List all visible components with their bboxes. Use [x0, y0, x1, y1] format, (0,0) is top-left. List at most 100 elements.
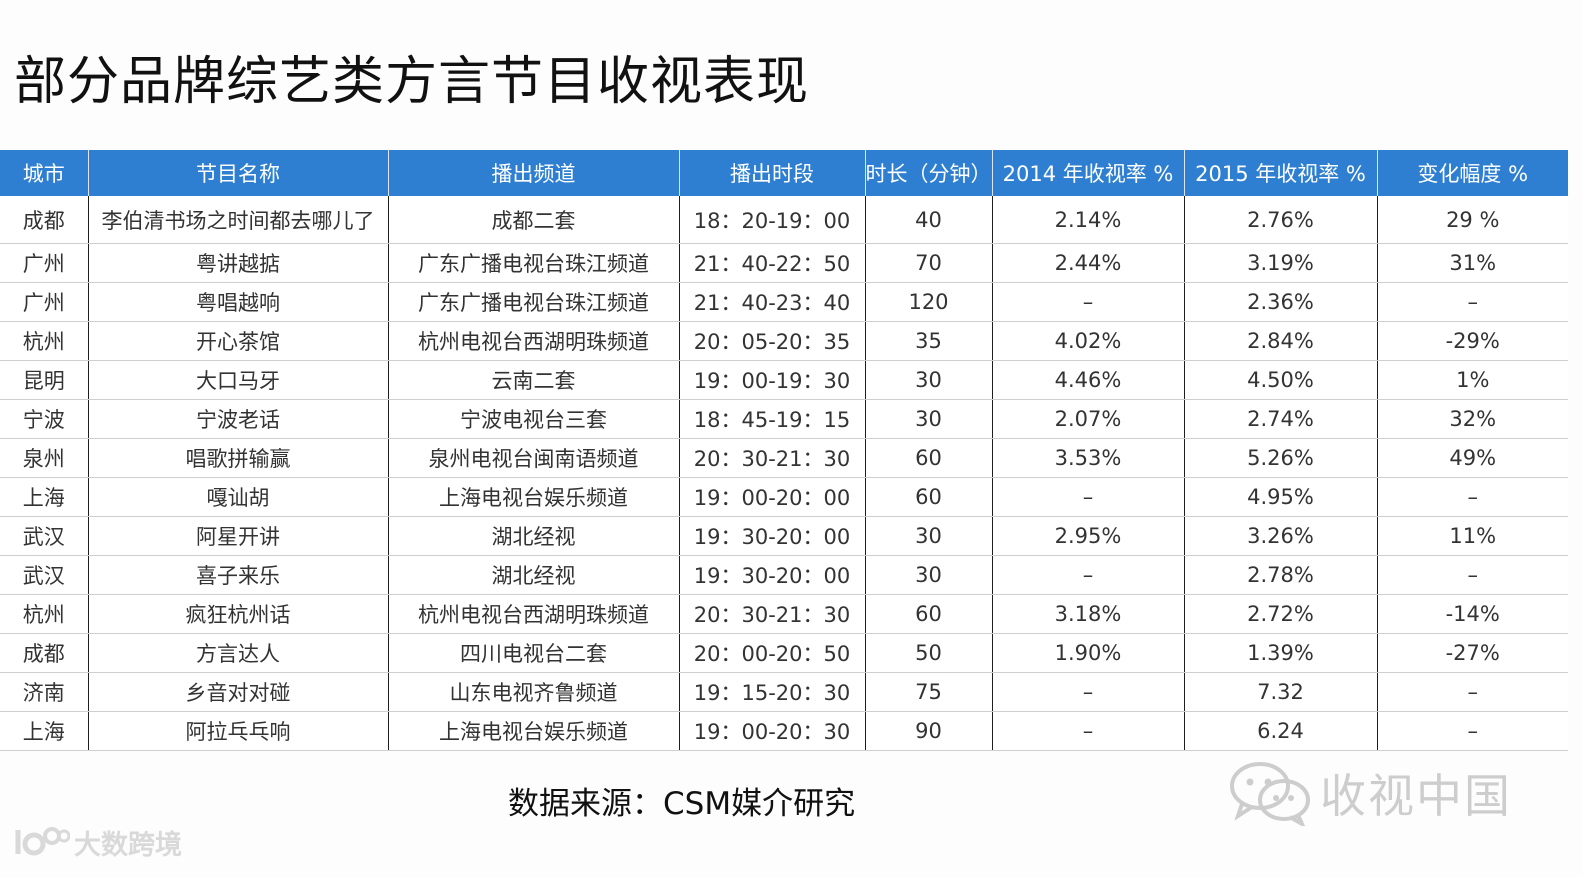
cell-program-name: 喜子来乐 [88, 555, 389, 595]
wechat-icon [1230, 762, 1310, 826]
cell-rating-2015: 4.50% [1184, 360, 1378, 400]
cell-city: 泉州 [0, 438, 89, 478]
cell-duration: 120 [865, 282, 993, 322]
table-row: 广州 粤唱越响 广东广播电视台珠江频道 21：40-23：40 120–2.36% – [0, 282, 1568, 322]
cell-rating-2014: 1.90% [992, 633, 1185, 673]
table-row: 杭州 开心茶馆 杭州电视台西湖明珠频道 20：05-20：35 35 4.02% 2.84%… [0, 321, 1568, 361]
table-row: 宁波 宁波老话 宁波电视台三套 18：45-19：15 30 2.07% 2.74% 32% [0, 399, 1568, 439]
cell-channel: 杭州电视台西湖明珠频道 [388, 321, 680, 361]
cell-time-slot: 19：30-20：00 [679, 555, 866, 595]
cell-channel: 宁波电视台三套 [388, 399, 680, 439]
table-header-row: 城市 节目名称 播出频道 播出时段 时长（分钟） 2014 年收视率 % 201… [0, 150, 1568, 196]
cell-duration: 50 [865, 633, 993, 673]
cell-change: 32% [1377, 399, 1568, 439]
cell-program-name: 阿拉乓乓响 [88, 711, 389, 751]
cell-program-name: 李伯清书场之时间都去哪儿了 [88, 196, 389, 244]
cell-rating-2015: 2.78% [1184, 555, 1378, 595]
cell-rating-2014: 2.44% [992, 243, 1185, 283]
cell-city: 杭州 [0, 594, 89, 634]
cell-city: 济南 [0, 672, 89, 712]
cell-duration: 75 [865, 672, 993, 712]
cell-rating-2015: 6.24 [1184, 711, 1378, 751]
cell-time-slot: 19：00-19：30 [679, 360, 866, 400]
wechat-watermark: 收视中国 [1228, 758, 1528, 828]
cell-rating-2014: – [992, 477, 1185, 517]
cell-time-slot: 19：00-20：00 [679, 477, 866, 517]
wechat-account-name: 收视中国 [1320, 769, 1512, 823]
cell-duration: 90 [865, 711, 993, 751]
ratings-table: 城市 节目名称 播出频道 播出时段 时长（分钟） 2014 年收视率 % 201… [0, 150, 1568, 751]
cell-channel: 杭州电视台西湖明珠频道 [388, 594, 680, 634]
cell-rating-2015: 5.26% [1184, 438, 1378, 478]
cell-channel: 湖北经视 [388, 555, 680, 595]
cell-city: 武汉 [0, 555, 89, 595]
cell-rating-2014: – [992, 555, 1185, 595]
table-row: 武汉 喜子来乐 湖北经视 19：30-20：00 30–2.78% – [0, 555, 1568, 595]
cell-time-slot: 21：40-23：40 [679, 282, 866, 322]
cell-rating-2015: 3.19% [1184, 243, 1378, 283]
cell-rating-2015: 2.72% [1184, 594, 1378, 634]
cell-change: 1% [1377, 360, 1568, 400]
table-row: 上海 嘎讪胡 上海电视台娱乐频道 19：00-20：00 60–4.95% – [0, 477, 1568, 517]
cell-change: – [1377, 672, 1568, 712]
cell-time-slot: 18：45-19：15 [679, 399, 866, 439]
cell-program-name: 粤唱越响 [88, 282, 389, 322]
cell-time-slot: 19：00-20：30 [679, 711, 866, 751]
cell-change: – [1377, 555, 1568, 595]
cell-city: 杭州 [0, 321, 89, 361]
table-row: 武汉 阿星开讲 湖北经视 19：30-20：00 30 2.95% 3.26% 11% [0, 516, 1568, 556]
cell-program-name: 开心茶馆 [88, 321, 389, 361]
cell-change: – [1377, 282, 1568, 322]
cell-program-name: 疯狂杭州话 [88, 594, 389, 634]
ratings-table-container: 城市 节目名称 播出频道 播出时段 时长（分钟） 2014 年收视率 % 201… [0, 150, 1568, 751]
cell-rating-2015: 2.74% [1184, 399, 1378, 439]
cell-city: 成都 [0, 196, 89, 244]
header-program-name: 节目名称 [88, 150, 389, 196]
cell-channel: 广东广播电视台珠江频道 [388, 243, 680, 283]
cell-program-name: 阿星开讲 [88, 516, 389, 556]
cell-city: 广州 [0, 243, 89, 283]
header-city: 城市 [0, 150, 89, 196]
cell-time-slot: 20：30-21：30 [679, 438, 866, 478]
cell-channel: 广东广播电视台珠江频道 [388, 282, 680, 322]
cell-city: 广州 [0, 282, 89, 322]
cell-duration: 30 [865, 360, 993, 400]
cell-program-name: 方言达人 [88, 633, 389, 673]
cell-change: -29% [1377, 321, 1568, 361]
cell-rating-2015: 2.84% [1184, 321, 1378, 361]
cell-rating-2014: – [992, 672, 1185, 712]
table-row: 成都 方言达人 四川电视台二套 20：00-20：50 50 1.90% 1.39% -27% [0, 633, 1568, 673]
cell-channel: 四川电视台二套 [388, 633, 680, 673]
cell-change: 11% [1377, 516, 1568, 556]
cell-program-name: 嘎讪胡 [88, 477, 389, 517]
header-time-slot: 播出时段 [679, 150, 866, 196]
cell-rating-2014: 3.53% [992, 438, 1185, 478]
cell-city: 成都 [0, 633, 89, 673]
table-row: 泉州 唱歌拼输赢 泉州电视台闽南语频道 20：30-21：30 60 3.53% 5.26%… [0, 438, 1568, 478]
cell-program-name: 唱歌拼输赢 [88, 438, 389, 478]
cell-city: 上海 [0, 477, 89, 517]
header-change: 变化幅度 % [1377, 150, 1568, 196]
cell-channel: 成都二套 [388, 196, 680, 244]
cell-duration: 60 [865, 438, 993, 478]
cell-program-name: 宁波老话 [88, 399, 389, 439]
cell-time-slot: 21：40-22：50 [679, 243, 866, 283]
cell-rating-2014: 2.14% [992, 196, 1185, 244]
cell-rating-2015: 2.76% [1184, 196, 1378, 244]
table-body: 成都 李伯清书场之时间都去哪儿了 成都二套 18：20-19：00 40 2.14% 2.7… [0, 196, 1568, 751]
cell-program-name: 乡音对对碰 [88, 672, 389, 712]
cell-duration: 30 [865, 399, 993, 439]
cell-time-slot: 19：30-20：00 [679, 516, 866, 556]
cell-channel: 上海电视台娱乐频道 [388, 477, 680, 517]
cell-duration: 70 [865, 243, 993, 283]
cell-time-slot: 20：05-20：35 [679, 321, 866, 361]
cell-change: – [1377, 477, 1568, 517]
brand-logo-icon [15, 827, 70, 856]
cell-rating-2015: 1.39% [1184, 633, 1378, 673]
cell-change: -14% [1377, 594, 1568, 634]
corner-watermark: 大数跨境 [10, 820, 182, 864]
cell-rating-2014: 4.46% [992, 360, 1185, 400]
cell-change: -27% [1377, 633, 1568, 673]
cell-city: 武汉 [0, 516, 89, 556]
header-duration: 时长（分钟） [865, 150, 993, 196]
